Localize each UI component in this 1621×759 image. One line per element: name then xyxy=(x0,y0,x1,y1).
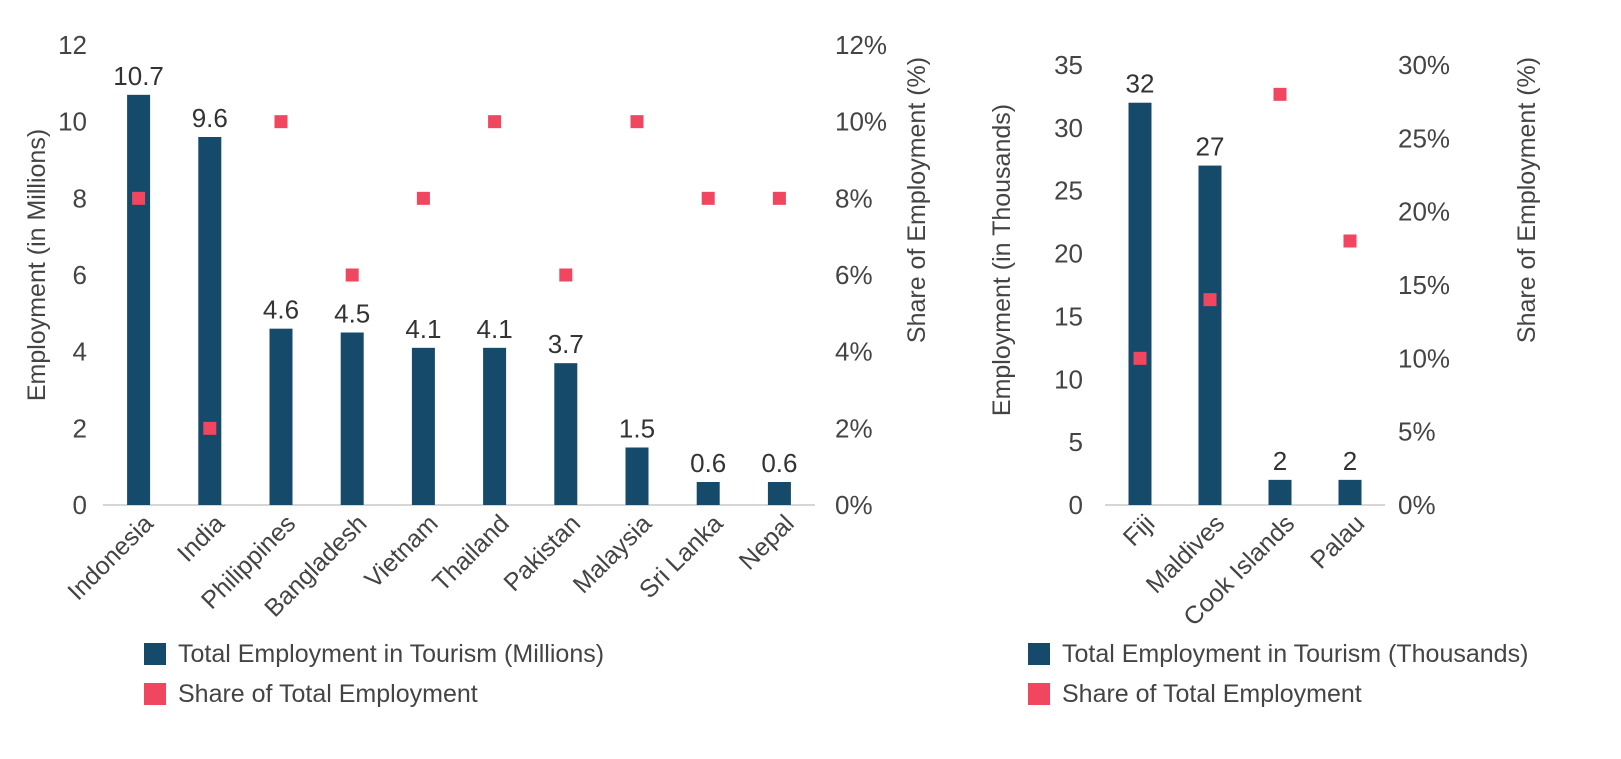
bar-data-label: 4.5 xyxy=(334,299,370,329)
bar-data-label: 3.7 xyxy=(548,329,584,359)
y-tick-label: 8 xyxy=(73,183,87,213)
y2-axis-title: Share of Employment (%) xyxy=(903,57,931,343)
bar xyxy=(198,137,222,505)
y2-tick-label: 6% xyxy=(835,260,873,290)
legend-item-bar: Total Employment in Tourism (Thousands) xyxy=(1028,634,1528,674)
legend-label-marker: Share of Total Employment xyxy=(178,679,478,708)
legend-left-chart: Total Employment in Tourism (Millions) S… xyxy=(144,634,604,714)
share-marker xyxy=(132,191,146,205)
share-marker xyxy=(345,268,359,282)
bar xyxy=(269,328,293,505)
legend-right-chart: Total Employment in Tourism (Thousands) … xyxy=(1028,634,1528,714)
y2-tick-label: 0% xyxy=(835,490,873,520)
y-tick-label: 30 xyxy=(1054,113,1083,143)
y2-tick-label: 30% xyxy=(1398,50,1450,80)
y2-tick-label: 25% xyxy=(1398,123,1450,153)
y-tick-label: 10 xyxy=(58,107,87,137)
share-marker xyxy=(416,191,430,205)
y2-tick-label: 15% xyxy=(1398,270,1450,300)
y-axis-title: Employment (in Millions) xyxy=(23,129,51,401)
share-marker xyxy=(1203,293,1217,307)
bar-data-label: 2 xyxy=(1343,446,1357,476)
bar-data-label: 0.6 xyxy=(761,448,797,478)
share-marker xyxy=(1133,351,1147,365)
y2-tick-label: 2% xyxy=(835,413,873,443)
bar xyxy=(696,482,720,505)
y-tick-label: 4 xyxy=(73,337,87,367)
y2-tick-label: 12% xyxy=(835,30,887,60)
share-marker xyxy=(1343,234,1357,248)
legend-swatch-bar xyxy=(1028,643,1050,665)
y-tick-label: 12 xyxy=(58,30,87,60)
x-tick-label: India xyxy=(172,509,230,567)
y-tick-label: 20 xyxy=(1054,239,1083,269)
bar xyxy=(554,363,578,505)
legend-label-marker: Share of Total Employment xyxy=(1062,679,1362,708)
y-tick-label: 5 xyxy=(1069,427,1083,457)
y2-tick-label: 8% xyxy=(835,183,873,213)
legend-swatch-bar xyxy=(144,643,166,665)
bar xyxy=(625,447,649,505)
bar xyxy=(1268,479,1292,505)
bar xyxy=(1338,479,1362,505)
y2-tick-label: 10% xyxy=(1398,343,1450,373)
y-tick-label: 2 xyxy=(73,413,87,443)
bar-data-label: 2 xyxy=(1273,446,1287,476)
y2-tick-label: 10% xyxy=(835,107,887,137)
share-marker xyxy=(203,421,217,435)
legend-swatch-marker xyxy=(1028,683,1050,705)
legend-item-marker: Share of Total Employment xyxy=(1028,674,1528,714)
bar xyxy=(340,332,364,505)
share-marker xyxy=(630,115,644,129)
y-tick-label: 25 xyxy=(1054,176,1083,206)
bar xyxy=(483,347,507,505)
y2-tick-label: 5% xyxy=(1398,417,1436,447)
bar-data-label: 4.1 xyxy=(477,314,513,344)
share-marker xyxy=(772,191,786,205)
share-marker xyxy=(559,268,573,282)
bar-data-label: 9.6 xyxy=(192,103,228,133)
bar-data-label: 10.7 xyxy=(113,61,164,91)
x-tick-label: Nepal xyxy=(734,509,800,575)
bar-data-label: 32 xyxy=(1126,69,1155,99)
legend-label-bar: Total Employment in Tourism (Thousands) xyxy=(1062,639,1529,668)
share-marker xyxy=(701,191,715,205)
bar-data-label: 4.1 xyxy=(405,314,441,344)
y-tick-label: 0 xyxy=(73,490,87,520)
legend-item-bar: Total Employment in Tourism (Millions) xyxy=(144,634,604,674)
share-marker xyxy=(488,115,502,129)
bar xyxy=(127,94,151,505)
x-tick-label: Indonesia xyxy=(62,509,159,606)
y2-tick-label: 4% xyxy=(835,337,873,367)
bar xyxy=(1198,165,1222,506)
legend-item-marker: Share of Total Employment xyxy=(144,674,604,714)
legend-swatch-marker xyxy=(144,683,166,705)
x-tick-label: Thailand xyxy=(427,509,515,597)
y-axis-title: Employment (in Thousands) xyxy=(988,104,1016,416)
y-tick-label: 6 xyxy=(73,260,87,290)
bar-data-label: 0.6 xyxy=(690,448,726,478)
bar-data-label: 1.5 xyxy=(619,414,655,444)
share-marker xyxy=(274,115,288,129)
bar xyxy=(1128,102,1152,505)
x-tick-label: Palau xyxy=(1305,509,1370,574)
y-tick-label: 10 xyxy=(1054,364,1083,394)
y-tick-label: 15 xyxy=(1054,301,1083,331)
legend-label-bar: Total Employment in Tourism (Millions) xyxy=(178,639,605,668)
x-tick-label: Fiji xyxy=(1118,509,1160,551)
y-tick-label: 35 xyxy=(1054,50,1083,80)
bar xyxy=(767,482,791,505)
y2-tick-label: 0% xyxy=(1398,490,1436,520)
share-marker xyxy=(1273,87,1287,101)
y-tick-label: 0 xyxy=(1069,490,1083,520)
bar-data-label: 4.6 xyxy=(263,295,299,325)
bar-data-label: 27 xyxy=(1196,132,1225,162)
bar xyxy=(411,347,435,505)
y2-axis-title: Share of Employment (%) xyxy=(1513,57,1541,343)
y2-tick-label: 20% xyxy=(1398,197,1450,227)
